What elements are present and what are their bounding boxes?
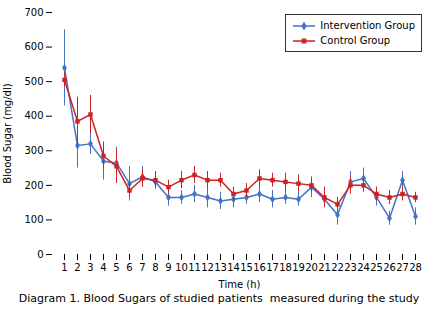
svg-text:600: 600: [24, 41, 43, 52]
svg-text:Time (h): Time (h): [218, 279, 261, 290]
svg-text:21: 21: [318, 262, 331, 273]
svg-text:25: 25: [370, 262, 383, 273]
svg-text:500: 500: [24, 76, 43, 87]
svg-text:6: 6: [126, 262, 132, 273]
svg-text:1: 1: [61, 262, 67, 273]
svg-text:2: 2: [74, 262, 80, 273]
svg-text:200: 200: [24, 180, 43, 191]
svg-text:300: 300: [24, 145, 43, 156]
svg-text:12: 12: [201, 262, 214, 273]
svg-text:17: 17: [266, 262, 279, 273]
svg-text:13: 13: [214, 262, 227, 273]
svg-text:4: 4: [100, 262, 106, 273]
svg-text:26: 26: [383, 262, 396, 273]
svg-text:3: 3: [87, 262, 93, 273]
svg-text:28: 28: [409, 262, 422, 273]
html-text:Diagram 1. Blood Sugars of stu: Diagram 1. Blood Sugars of studied patie…: [18, 292, 420, 305]
svg-text:400: 400: [24, 110, 43, 121]
svg-text:0: 0: [37, 249, 43, 260]
html-text:Control Group: Control Group: [320, 35, 391, 46]
svg-text:16: 16: [253, 262, 266, 273]
svg-text:700: 700: [24, 7, 43, 18]
svg-text:18: 18: [279, 262, 292, 273]
svg-text:20: 20: [305, 262, 318, 273]
svg-text:14: 14: [227, 262, 240, 273]
svg-text:9: 9: [165, 262, 171, 273]
svg-text:19: 19: [292, 262, 305, 273]
svg-text:10: 10: [175, 262, 188, 273]
svg-text:27: 27: [396, 262, 409, 273]
svg-text:15: 15: [240, 262, 253, 273]
svg-text:24: 24: [357, 262, 370, 273]
svg-text:Blood Sugar (mg/dl): Blood Sugar (mg/dl): [2, 83, 13, 183]
svg-text:23: 23: [344, 262, 357, 273]
svg-text:8: 8: [152, 262, 158, 273]
svg-text:100: 100: [24, 214, 43, 225]
svg-text:7: 7: [139, 262, 145, 273]
svg-text:5: 5: [113, 262, 119, 273]
svg-text:11: 11: [188, 262, 201, 273]
svg-text:22: 22: [331, 262, 344, 273]
html-text:Intervention Group: Intervention Group: [320, 20, 415, 31]
